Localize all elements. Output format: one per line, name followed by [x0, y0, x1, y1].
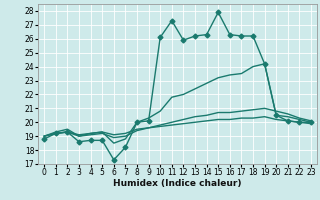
X-axis label: Humidex (Indice chaleur): Humidex (Indice chaleur)	[113, 179, 242, 188]
